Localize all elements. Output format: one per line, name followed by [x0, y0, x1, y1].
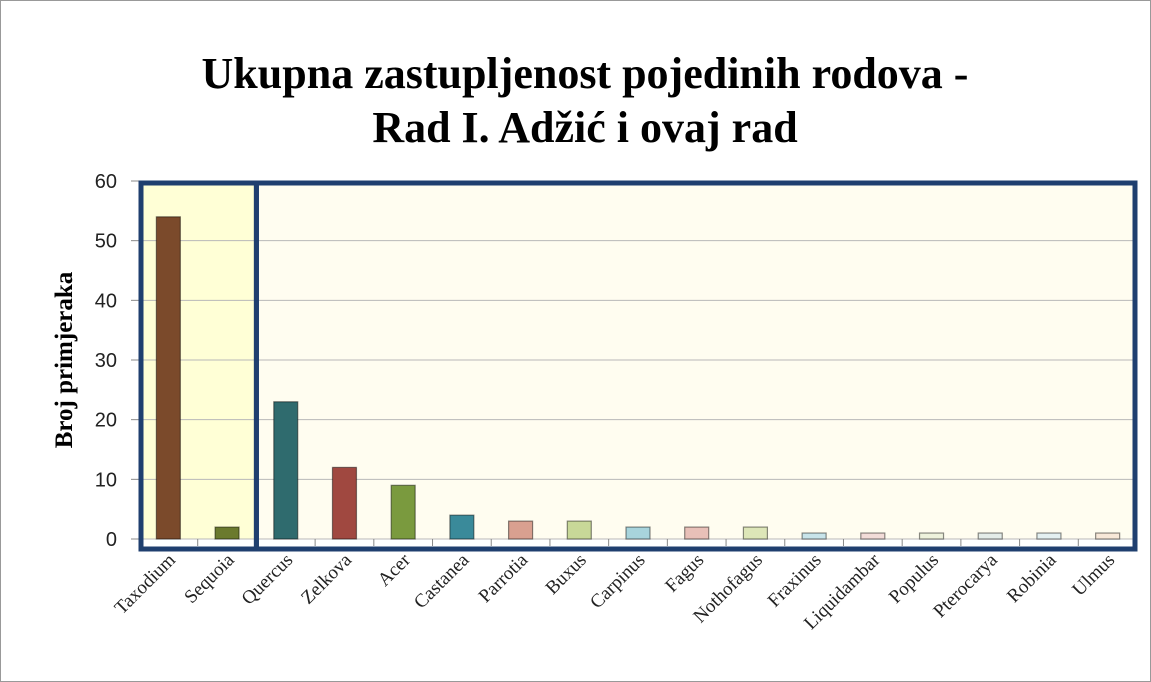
- highlight-box: [253, 180, 1138, 552]
- y-tick-label: 30: [95, 350, 117, 372]
- chart-title: Rad I. Adžić i ovaj rad: [372, 103, 797, 152]
- bar: [273, 401, 299, 540]
- bar: [742, 526, 769, 540]
- bar: [566, 520, 592, 540]
- y-tick-label: 0: [106, 529, 117, 551]
- bar: [449, 514, 475, 540]
- bar: [1095, 532, 1121, 540]
- bar: [155, 216, 181, 540]
- bar: [977, 532, 1003, 540]
- y-tick-label: 60: [95, 171, 117, 193]
- chart-title: Ukupna zastupljenost pojedinih rodova -: [202, 49, 969, 98]
- y-tick-label: 10: [95, 469, 117, 491]
- y-tick-label: 50: [95, 231, 117, 253]
- bar: [1036, 532, 1062, 540]
- bar: [684, 526, 710, 540]
- bar: [331, 466, 358, 540]
- bar: [507, 520, 534, 540]
- bar: [801, 532, 827, 540]
- bar: [390, 484, 416, 540]
- bar: [214, 526, 240, 540]
- y-tick-label: 40: [95, 290, 117, 312]
- bar: [860, 532, 886, 540]
- bar: [625, 526, 651, 540]
- y-axis-label: Broj primjeraka: [51, 271, 78, 448]
- bar: [918, 532, 945, 540]
- y-tick-label: 20: [95, 410, 117, 432]
